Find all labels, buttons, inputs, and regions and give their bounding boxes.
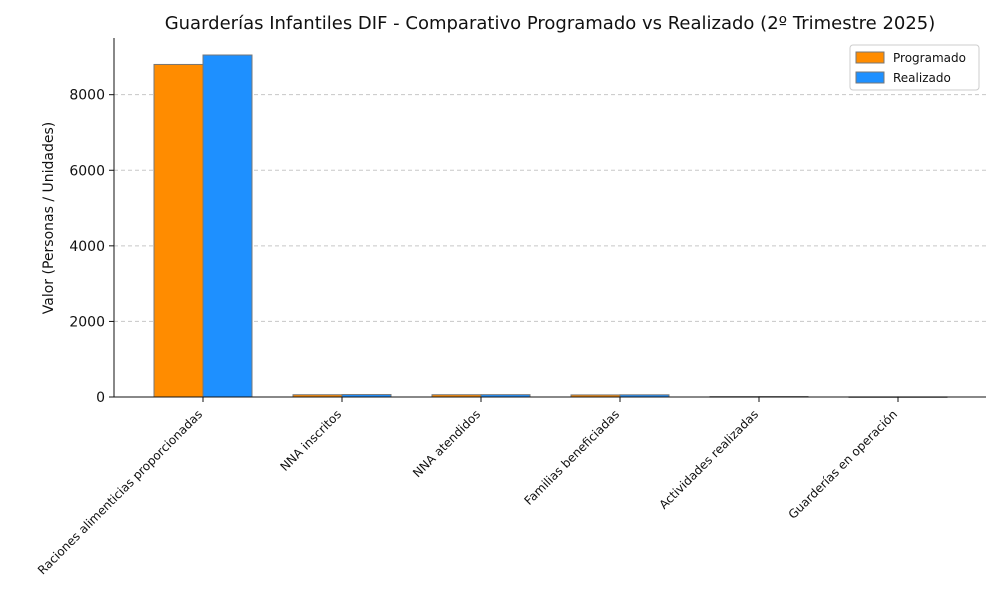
bar-realizado (202, 54, 253, 398)
gridlines (114, 94, 986, 322)
legend-label-realizado: Realizado (893, 71, 951, 85)
axes (113, 38, 986, 398)
x-tick-label: Familias beneficiadas (521, 407, 622, 508)
y-tick-label: 0 (96, 390, 105, 406)
x-tick-label: NNA inscritos (277, 407, 344, 474)
chart-title: Guarderías Infantiles DIF - Comparativo … (165, 13, 936, 34)
x-tick-label: Raciones alimenticias proporcionadas (35, 407, 205, 577)
y-tick-label: 6000 (69, 163, 105, 179)
legend: Programado Realizado (849, 44, 980, 91)
legend-swatch-realizado (855, 71, 885, 84)
legend-swatch-programado (855, 51, 885, 64)
x-tick-label: NNA atendidos (410, 407, 483, 480)
x-tick-label: Guarderías en operación (786, 407, 901, 522)
y-tick-label: 4000 (69, 239, 105, 255)
y-tick-label: 2000 (69, 314, 105, 330)
y-tick-label: 8000 (69, 88, 105, 104)
x-tick-label: Actividades realizadas (656, 407, 761, 512)
x-ticks: Raciones alimenticias proporcionadas NNA … (35, 397, 900, 577)
bar-programado (153, 63, 204, 398)
y-ticks: 0 2000 4000 6000 8000 (69, 88, 114, 406)
y-axis-label: Valor (Personas / Unidades) (41, 122, 57, 314)
legend-label-programado: Programado (893, 51, 966, 65)
bars (153, 54, 948, 398)
